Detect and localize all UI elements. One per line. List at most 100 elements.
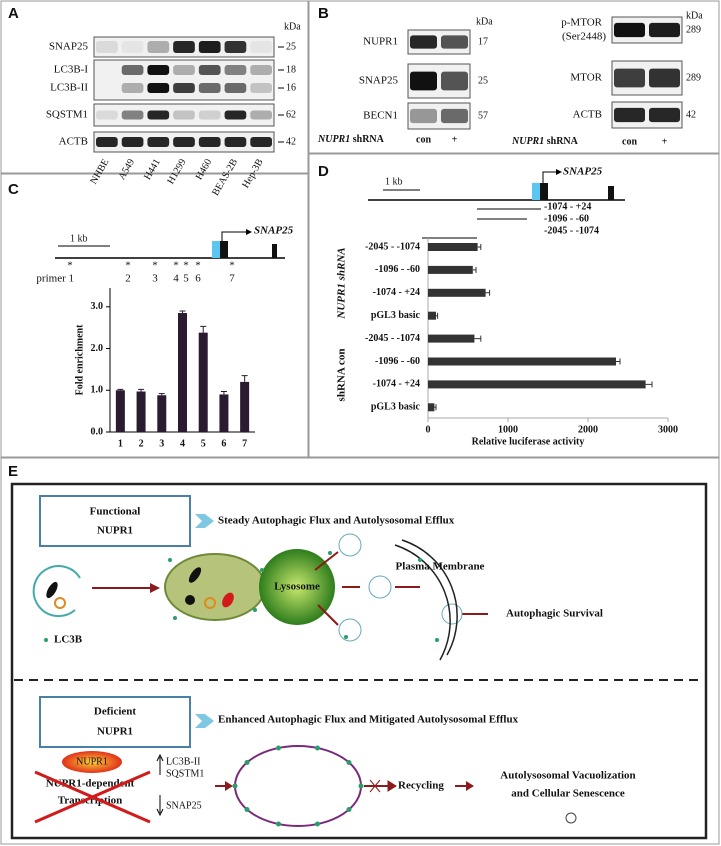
exon [272, 244, 277, 258]
kda-label: 57 [478, 110, 488, 121]
band [224, 83, 247, 93]
band [173, 41, 195, 53]
autolysosome [234, 745, 362, 827]
gene-name: SNAP25 [254, 225, 294, 237]
protein-label: (Ser2448) [562, 31, 606, 43]
lc3b [44, 638, 48, 642]
primer-mark: * [183, 260, 189, 272]
gene: NUPR1 [317, 134, 350, 145]
treatment: shRNA [547, 136, 579, 147]
panel-label: A [8, 5, 19, 22]
panel-label: D [318, 163, 329, 180]
lysosome-label: Lysosome [274, 581, 320, 593]
primer-label: primer 1 [36, 273, 74, 285]
summary: Steady Autophagic Flux and Autolysosomal… [218, 515, 455, 527]
state: NUPR1 [97, 726, 133, 738]
primer-mark: * [173, 260, 179, 272]
kda-label: 62 [286, 109, 296, 120]
lane-label: H1299 [165, 157, 188, 186]
primer-label: 3 [152, 273, 158, 285]
state: Deficient [94, 706, 136, 718]
primer-label: 4 [173, 273, 179, 285]
error-bar [179, 310, 186, 314]
cargo [46, 581, 58, 599]
band [410, 35, 437, 49]
outcome: and Cellular Senescence [511, 788, 625, 800]
process: Recycling [398, 780, 444, 792]
error-bar [241, 375, 248, 382]
band [614, 68, 645, 88]
band [121, 110, 144, 120]
construct-label: -1096 - -60 [544, 213, 589, 224]
lc3b-dot [435, 638, 439, 642]
category-label: pGL3 basic [371, 402, 421, 413]
band [649, 107, 680, 123]
protein-label: ACTB [59, 136, 88, 148]
lc3b-dot [346, 807, 352, 813]
arrow [225, 781, 233, 791]
lc3b-dot [253, 608, 257, 612]
construct-label: -2045 - -1074 [544, 225, 599, 236]
cargo [54, 597, 66, 609]
vesicle [441, 603, 463, 625]
scheme-box [10, 482, 708, 840]
x-tick-label: 6 [221, 438, 226, 449]
band [649, 68, 680, 88]
group-label: shRNA con [336, 349, 348, 402]
category-label: -2045 - -1074 [365, 333, 420, 344]
band [173, 110, 195, 120]
arrows [156, 753, 164, 817]
lc3b-dot [418, 558, 422, 562]
kda-label: 25 [478, 75, 488, 86]
error-bar [436, 312, 439, 319]
lane-label: NHBE [88, 157, 111, 186]
band [147, 83, 170, 93]
primer-mark: * [195, 260, 201, 272]
up-marker: LC3B-II [166, 756, 200, 767]
kda-label: 17 [478, 36, 488, 47]
bar [178, 313, 187, 432]
protein-label: SQSTM1 [46, 109, 88, 121]
primer-mark: * [125, 260, 131, 272]
arrow [150, 583, 160, 593]
x-tick-label: 3 [159, 438, 164, 449]
primer-label: 6 [195, 273, 201, 285]
tss-arrow [221, 231, 246, 241]
bar [428, 403, 435, 412]
panel-frame [0, 457, 720, 845]
lc3b-dot [328, 551, 332, 555]
error-bar [158, 393, 165, 396]
y-tick-label: 1.0 [91, 385, 104, 396]
lc3b-dot [168, 558, 172, 562]
lc3b-dot [344, 635, 348, 639]
phagophore [32, 565, 81, 618]
primer-label: 7 [229, 273, 235, 285]
lc3b-dot [276, 745, 282, 751]
band [441, 35, 468, 49]
exon [220, 241, 228, 258]
band [198, 83, 221, 93]
x-tick-label: 1000 [498, 424, 518, 435]
kda-label: 16 [286, 82, 296, 93]
lc3b-dot [260, 568, 264, 572]
protein-label: NUPR1 [76, 756, 108, 767]
nupr1-protein [62, 751, 122, 773]
band [173, 137, 195, 147]
bar [428, 357, 616, 366]
lane-label: A549 [117, 157, 138, 182]
category-label: pGL3 basic [371, 310, 421, 321]
bar [428, 380, 646, 389]
protein-label: LC3B-II [50, 82, 88, 94]
lc3b-dot [173, 616, 177, 620]
cross [34, 770, 151, 824]
band [173, 65, 195, 75]
x-tick-label: 2 [139, 438, 144, 449]
lane-label: + [662, 136, 668, 147]
tss-arrow [542, 171, 556, 183]
panel-frame [308, 0, 720, 154]
blocked-arrow [369, 779, 397, 793]
outcome: Autophagic Survival [506, 608, 603, 620]
error-bar [472, 266, 477, 273]
scale-label: 1 kb [70, 233, 88, 244]
